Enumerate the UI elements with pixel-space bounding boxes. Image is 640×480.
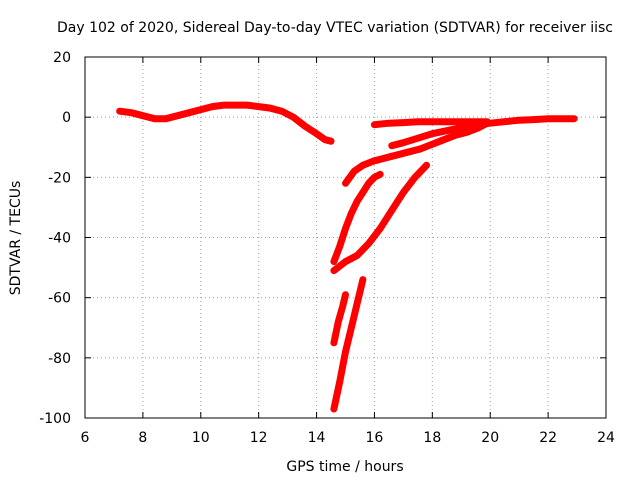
series-arc-8 — [388, 115, 578, 150]
series-arc-1 — [116, 101, 335, 145]
chart-title: Day 102 of 2020, Sidereal Day-to-day VTE… — [57, 20, 613, 36]
x-tick-label: 8 — [138, 430, 147, 446]
x-tick-label: 24 — [597, 430, 615, 446]
x-tick-label: 6 — [81, 430, 90, 446]
y-tick-label: -20 — [48, 170, 71, 186]
series-arc-6 — [342, 119, 491, 187]
x-tick-label: 12 — [250, 430, 268, 446]
x-tick-label: 16 — [366, 430, 384, 446]
series-group — [116, 101, 578, 413]
y-tick-label: 20 — [53, 50, 71, 66]
x-tick-label: 20 — [481, 430, 499, 446]
x-tick-label: 10 — [192, 430, 210, 446]
y-tick-label: -100 — [39, 411, 71, 427]
series-arc-4 — [330, 291, 349, 347]
y-tick-label: -80 — [48, 351, 71, 367]
x-tick-label: 14 — [308, 430, 326, 446]
axis-ticks: 6 8 10 12 14 16 18 20 22 24 20 0 -20 -40 -60 -80 -100 — [39, 50, 615, 446]
y-tick-label: -60 — [48, 291, 71, 307]
series-arc-5 — [330, 276, 367, 413]
series-arc-3 — [330, 161, 430, 275]
y-axis-label: SDTVAR / TECUs — [8, 181, 24, 296]
x-tick-label: 18 — [423, 430, 441, 446]
series-arc-2 — [330, 170, 384, 266]
y-tick-label: 0 — [62, 110, 71, 126]
series-arc-7 — [370, 118, 491, 129]
x-axis-label: GPS time / hours — [286, 459, 403, 475]
y-tick-label: -40 — [48, 231, 71, 247]
x-tick-label: 22 — [539, 430, 557, 446]
